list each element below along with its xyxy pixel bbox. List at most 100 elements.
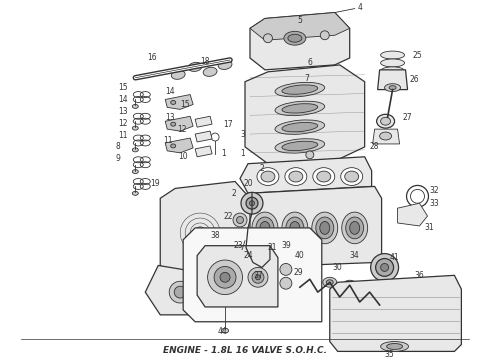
Text: 17: 17	[223, 120, 233, 129]
Ellipse shape	[172, 70, 185, 79]
Ellipse shape	[363, 287, 377, 297]
Ellipse shape	[366, 290, 373, 294]
Text: 34: 34	[350, 251, 360, 260]
Ellipse shape	[376, 258, 393, 276]
Polygon shape	[372, 129, 399, 144]
Polygon shape	[238, 186, 382, 267]
Ellipse shape	[389, 86, 396, 90]
Ellipse shape	[380, 132, 392, 140]
Text: 14: 14	[166, 87, 175, 96]
Ellipse shape	[257, 248, 287, 277]
Text: 39: 39	[281, 241, 291, 250]
Ellipse shape	[256, 217, 274, 239]
Text: 23: 23	[233, 241, 243, 250]
Text: 28: 28	[370, 143, 379, 152]
Polygon shape	[378, 70, 408, 90]
Ellipse shape	[289, 171, 303, 182]
Ellipse shape	[249, 201, 254, 206]
Ellipse shape	[381, 264, 389, 271]
Polygon shape	[195, 131, 212, 142]
Ellipse shape	[288, 34, 302, 42]
Ellipse shape	[171, 122, 176, 126]
Ellipse shape	[194, 227, 206, 239]
Ellipse shape	[132, 104, 138, 108]
Ellipse shape	[132, 170, 138, 174]
Text: 37: 37	[253, 271, 263, 280]
Text: 35: 35	[385, 350, 394, 359]
Text: 32: 32	[430, 186, 439, 195]
Text: 19: 19	[150, 179, 160, 188]
Text: 44: 44	[217, 327, 227, 336]
Ellipse shape	[132, 126, 138, 130]
Ellipse shape	[282, 85, 318, 94]
Ellipse shape	[320, 221, 330, 234]
Ellipse shape	[260, 221, 270, 234]
Ellipse shape	[188, 62, 202, 71]
Ellipse shape	[214, 266, 236, 288]
Polygon shape	[165, 138, 193, 153]
Text: 1: 1	[241, 149, 245, 158]
Text: 13: 13	[119, 107, 128, 116]
Ellipse shape	[370, 253, 398, 281]
Text: 20: 20	[243, 179, 253, 188]
Text: 12: 12	[177, 125, 187, 134]
Ellipse shape	[275, 82, 325, 97]
Ellipse shape	[218, 60, 232, 69]
Ellipse shape	[303, 274, 317, 284]
Ellipse shape	[252, 271, 264, 283]
Text: 33: 33	[430, 199, 440, 208]
Ellipse shape	[255, 275, 261, 280]
Text: 1: 1	[221, 149, 226, 158]
Ellipse shape	[208, 260, 243, 294]
Text: 5: 5	[297, 16, 302, 25]
Ellipse shape	[264, 34, 272, 43]
Ellipse shape	[381, 51, 405, 59]
Ellipse shape	[132, 148, 138, 152]
Text: 41: 41	[390, 253, 399, 262]
Text: 2: 2	[260, 164, 264, 173]
Ellipse shape	[275, 120, 325, 134]
Ellipse shape	[282, 141, 318, 150]
Polygon shape	[160, 181, 250, 275]
Polygon shape	[165, 116, 193, 131]
Ellipse shape	[342, 212, 368, 244]
Ellipse shape	[381, 342, 409, 351]
Ellipse shape	[246, 197, 258, 209]
Ellipse shape	[284, 31, 306, 45]
Polygon shape	[240, 157, 371, 193]
Polygon shape	[145, 265, 215, 315]
Text: 11: 11	[164, 136, 173, 145]
Ellipse shape	[313, 168, 335, 185]
Ellipse shape	[285, 168, 307, 185]
Text: 25: 25	[413, 50, 422, 59]
Polygon shape	[250, 13, 350, 70]
Polygon shape	[197, 246, 278, 307]
Ellipse shape	[171, 144, 176, 148]
Text: 30: 30	[333, 263, 343, 272]
Ellipse shape	[385, 84, 400, 91]
Text: 27: 27	[403, 113, 413, 122]
Text: 3: 3	[241, 130, 245, 139]
Text: 4: 4	[357, 3, 362, 12]
Ellipse shape	[221, 328, 228, 333]
Ellipse shape	[261, 171, 275, 182]
Polygon shape	[195, 116, 212, 127]
Ellipse shape	[280, 277, 292, 289]
Ellipse shape	[282, 104, 318, 113]
Text: 26: 26	[410, 75, 419, 84]
Ellipse shape	[346, 283, 353, 288]
Ellipse shape	[316, 217, 334, 239]
Text: 16: 16	[147, 54, 157, 63]
Ellipse shape	[387, 343, 403, 350]
Ellipse shape	[233, 213, 247, 227]
Text: 11: 11	[119, 131, 128, 140]
Text: 7: 7	[304, 74, 309, 83]
Ellipse shape	[326, 280, 333, 285]
Polygon shape	[250, 13, 350, 40]
Ellipse shape	[275, 139, 325, 153]
Text: 40: 40	[295, 251, 305, 260]
Text: 38: 38	[210, 231, 220, 240]
Ellipse shape	[174, 286, 186, 298]
Ellipse shape	[343, 280, 357, 290]
Text: 2: 2	[232, 189, 236, 198]
